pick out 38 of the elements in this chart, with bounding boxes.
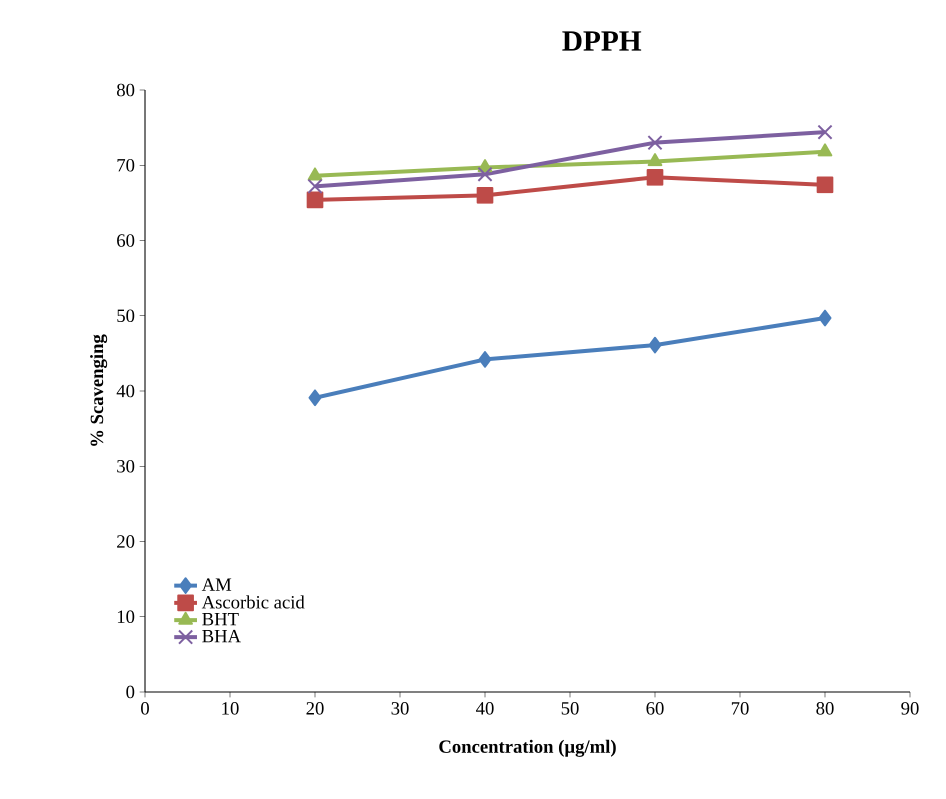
legend-label: BHT [202, 613, 239, 626]
point [816, 176, 834, 194]
point [476, 187, 494, 204]
point [818, 310, 832, 326]
y-tick-label: 50 [117, 309, 134, 322]
y-tick-label: 80 [117, 84, 134, 96]
y-tick-label: 10 [118, 610, 134, 624]
point [308, 389, 322, 406]
point [648, 336, 662, 354]
point [477, 166, 493, 182]
x-tick-label: 40 [476, 702, 494, 715]
x-axis-title: Concentration (µg/ml) [439, 740, 616, 757]
y-tick-label: 60 [117, 234, 134, 247]
y-tick-label: 70 [118, 158, 134, 172]
point [478, 351, 492, 368]
point [647, 135, 663, 150]
x-tick-label: 70 [732, 702, 749, 715]
legend-label: BHA [202, 630, 241, 642]
y-tick-label: 0 [126, 686, 134, 698]
point [646, 168, 664, 186]
point [306, 192, 324, 208]
y-tick-label: 30 [117, 460, 134, 473]
legend-label: AM [202, 578, 232, 591]
legend-label: Ascorbic acid [202, 595, 305, 609]
x-tick-label: 80 [816, 702, 834, 715]
x-tick-label: 10 [222, 702, 239, 715]
y-axis-title: % Scavenging [90, 334, 108, 446]
x-tick-label: 90 [901, 702, 919, 715]
x-tick-label: 50 [562, 702, 579, 715]
x-tick-label: 0 [141, 702, 149, 715]
point [817, 124, 833, 140]
x-tick-label: 60 [646, 702, 664, 715]
x-tick-label: 20 [306, 702, 324, 715]
chart-title: DPPH [562, 31, 642, 51]
y-tick-label: 20 [117, 535, 134, 548]
point [307, 178, 323, 194]
x-tick-label: 30 [392, 702, 409, 715]
y-tick-label: 40 [116, 384, 134, 398]
